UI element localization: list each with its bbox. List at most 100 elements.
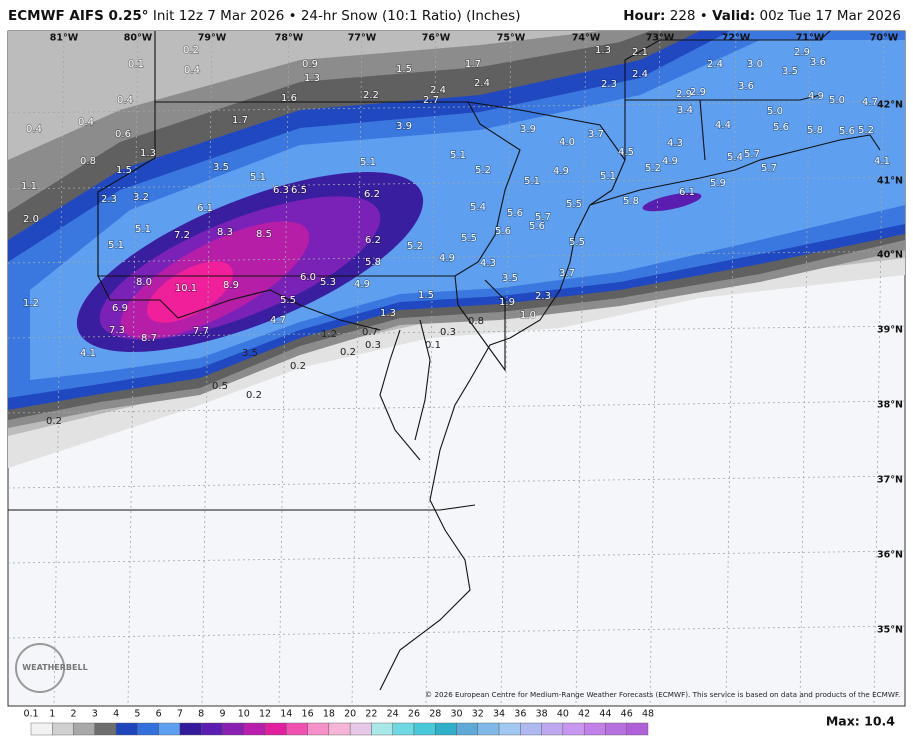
snow-value: 7.7 — [193, 326, 209, 337]
lat-label: 39°N — [877, 325, 903, 336]
lon-label: 81°W — [50, 33, 79, 44]
snow-value: 5.1 — [360, 157, 376, 168]
snow-value: 3.5 — [782, 66, 798, 77]
scale-label: 14 — [280, 709, 292, 720]
snow-value: 1.7 — [465, 59, 481, 70]
snow-value: 3.5 — [242, 348, 258, 359]
scale-swatch — [179, 722, 202, 736]
snow-value: 7.3 — [109, 325, 125, 336]
snow-value: 0.3 — [365, 340, 381, 351]
snow-value: 3.2 — [133, 192, 149, 203]
scale-swatch — [94, 722, 117, 736]
scale-swatch — [137, 722, 159, 736]
header-right: Hour: 228 • Valid: 00z Tue 17 Mar 2026 — [623, 8, 901, 30]
snow-value: 2.3 — [535, 291, 551, 302]
snow-value: 5.6 — [839, 126, 855, 137]
snow-value: 1.3 — [304, 73, 320, 84]
snow-value: 0.3 — [440, 327, 456, 338]
scale-swatch — [520, 722, 542, 736]
state-border — [97, 101, 521, 277]
snow-value: 1.1 — [21, 181, 37, 192]
scale-label: 5 — [134, 709, 140, 720]
lat-label: 41°N — [877, 176, 903, 187]
scale-label: 24 — [387, 709, 399, 720]
snow-value: 6.2 — [365, 235, 381, 246]
snow-value: 5.1 — [135, 224, 151, 235]
scale-swatch — [286, 722, 308, 736]
snow-value: 4.7 — [270, 315, 286, 326]
snow-value: 7.2 — [174, 230, 190, 241]
snow-value: 4.9 — [354, 279, 370, 290]
scale-label: 12 — [259, 709, 271, 720]
scale-swatch — [73, 722, 96, 736]
scale-swatch — [222, 722, 244, 736]
lon-label: 72°W — [722, 33, 751, 44]
state-border — [625, 94, 821, 161]
snow-value: 3.9 — [396, 121, 412, 132]
snow-value: 4.1 — [874, 156, 890, 167]
snow-value: 0.4 — [184, 65, 200, 76]
snow-value: 1.5 — [396, 64, 412, 75]
snow-value: 2.4 — [430, 85, 446, 96]
snow-value: 0.2 — [290, 361, 306, 372]
scale-label: 1 — [49, 709, 55, 720]
lon-label: 75°W — [497, 33, 526, 44]
color-scale: 0.1 1 2 3 4 5 6 7 8 9 10 12 14 16 18 20 22 24 26 28 30 32 34 36… — [23, 709, 654, 736]
scale-label: 48 — [642, 709, 654, 720]
scale-label: 7 — [177, 709, 183, 720]
scale-label: 22 — [365, 709, 377, 720]
header-left: ECMWF AIFS 0.25° Init 12z 7 Mar 2026 • 2… — [8, 8, 520, 30]
scale-label: 36 — [514, 709, 526, 720]
snow-value: 3.7 — [559, 268, 575, 279]
snow-value: 5.4 — [470, 202, 486, 213]
scale-swatch — [158, 722, 181, 736]
scale-swatch — [52, 722, 74, 736]
snow-value: 8.5 — [256, 229, 272, 240]
boundaries — [8, 31, 881, 691]
snow-value: 4.9 — [662, 156, 678, 167]
snow-value: 0.2 — [183, 45, 199, 56]
scale-swatch — [477, 722, 500, 736]
snow-value: 8.0 — [136, 277, 152, 288]
scale-swatch — [264, 722, 287, 736]
snow-value: 1.3 — [595, 45, 611, 56]
snow-value: 5.1 — [450, 150, 466, 161]
snow-value: 1.7 — [232, 115, 248, 126]
snow-value: 5.7 — [535, 212, 551, 223]
snow-value: 3.7 — [588, 129, 604, 140]
state-border — [154, 31, 831, 191]
scale-label: 6 — [156, 709, 162, 720]
scale-swatch — [30, 722, 53, 736]
snow-value: 4.5 — [618, 147, 634, 158]
snow-value: 4.7 — [862, 97, 878, 108]
scale-swatch — [371, 722, 393, 736]
snow-value: 5.1 — [524, 176, 540, 187]
snow-value: 2.9 — [794, 47, 810, 58]
snow-value: 3.6 — [738, 81, 754, 92]
header: ECMWF AIFS 0.25° Init 12z 7 Mar 2026 • 2… — [8, 8, 901, 30]
snow-value: 2.1 — [632, 47, 648, 58]
scale-swatch — [456, 722, 478, 736]
scale-label: 32 — [472, 709, 484, 720]
max-value: Max: 10.4 — [826, 714, 895, 729]
snow-value: 2.7 — [423, 95, 439, 106]
snow-value: 5.5 — [461, 233, 477, 244]
snow-value: 5.7 — [744, 149, 760, 160]
scale-swatch — [243, 722, 266, 736]
scale-label: 2 — [71, 709, 77, 720]
scale-label: 16 — [302, 709, 314, 720]
snow-value: 0.2 — [46, 416, 62, 427]
logo: WEATHERBELL — [15, 643, 88, 693]
snow-value: 3.9 — [520, 124, 536, 135]
scale-label: 46 — [621, 709, 633, 720]
snow-value: 6.1 — [679, 187, 695, 198]
lon-label: 78°W — [275, 33, 304, 44]
scale-swatch — [626, 722, 649, 736]
scale-swatch — [201, 722, 223, 736]
scale-swatch — [583, 722, 606, 736]
snow-value: 8.7 — [141, 333, 157, 344]
snow-value: 0.6 — [115, 129, 131, 140]
snow-value: 5.2 — [475, 165, 491, 176]
snow-value: 5.5 — [280, 295, 296, 306]
